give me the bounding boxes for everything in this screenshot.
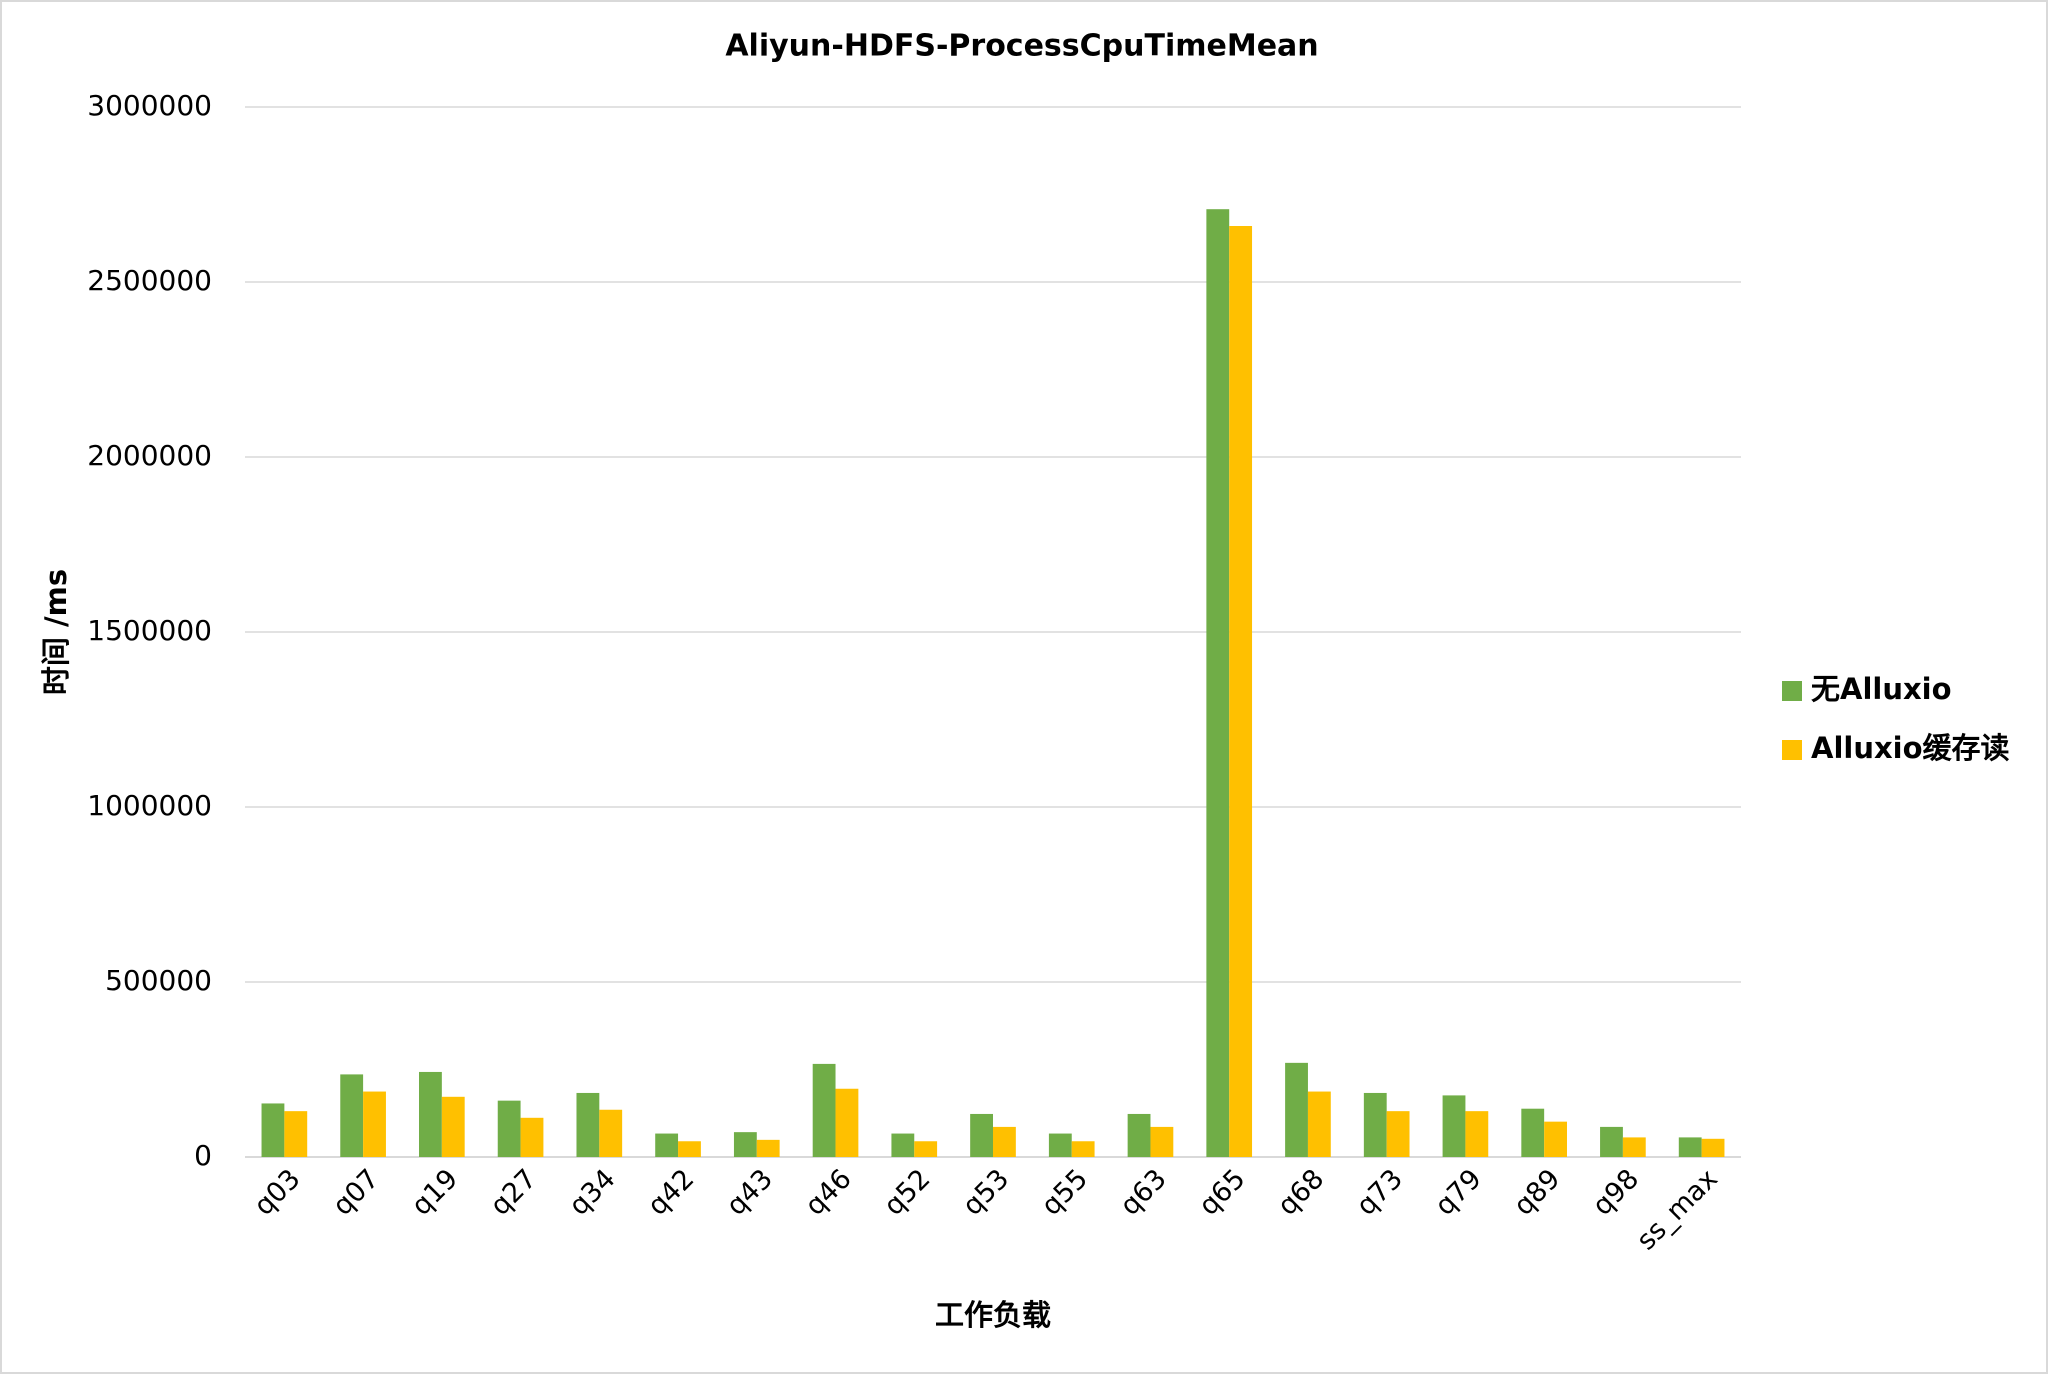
bar <box>340 1074 364 1157</box>
bar <box>655 1133 679 1157</box>
bar <box>284 1111 308 1157</box>
bar <box>993 1126 1016 1157</box>
bar <box>1544 1121 1567 1157</box>
bar <box>1048 1133 1072 1157</box>
legend-label: 无Alluxio <box>1811 672 1952 706</box>
bar <box>1229 226 1253 1157</box>
bar <box>1127 1113 1151 1157</box>
y-tick-label: 0 <box>194 1139 212 1172</box>
bar <box>733 1132 757 1157</box>
y-tick-label: 500000 <box>105 964 212 997</box>
bar <box>599 1109 623 1157</box>
bar <box>261 1103 285 1157</box>
chart-title: Aliyun-HDFS-ProcessCpuTimeMean <box>725 29 1318 64</box>
legend-label: Alluxio缓存读 <box>1811 731 2010 765</box>
bar <box>363 1091 386 1157</box>
bar <box>1285 1062 1308 1157</box>
bar <box>835 1088 859 1157</box>
y-tick-label: 2500000 <box>87 264 212 297</box>
bar <box>914 1141 938 1157</box>
legend-swatch <box>1782 681 1802 701</box>
bar <box>970 1113 993 1157</box>
bar <box>1307 1091 1331 1157</box>
bar <box>497 1100 521 1157</box>
bar <box>419 1071 442 1157</box>
y-tick-label: 3000000 <box>87 89 212 122</box>
y-tick-label: 2000000 <box>87 439 212 472</box>
x-axis-title: 工作负载 <box>935 1298 1051 1332</box>
bar <box>441 1096 465 1157</box>
y-tick-label: 1500000 <box>87 614 212 647</box>
bar <box>1465 1111 1489 1157</box>
legend-swatch <box>1782 740 1802 760</box>
bar <box>1521 1108 1545 1157</box>
bar <box>520 1117 544 1157</box>
bar <box>1442 1095 1466 1157</box>
y-axis-title: 时间 /ms <box>39 569 73 695</box>
bar <box>812 1063 836 1157</box>
bar <box>756 1139 780 1157</box>
bar <box>1622 1137 1646 1157</box>
bar <box>891 1133 915 1157</box>
bar <box>1701 1138 1725 1157</box>
y-tick-label: 1000000 <box>87 789 212 822</box>
bar <box>1071 1141 1095 1157</box>
bar <box>1363 1092 1387 1157</box>
bar <box>1600 1126 1623 1157</box>
bar <box>1678 1137 1702 1157</box>
bar <box>576 1092 600 1157</box>
bar <box>1150 1126 1174 1157</box>
bar <box>1206 209 1230 1157</box>
bar <box>678 1141 701 1157</box>
bar <box>1386 1111 1410 1157</box>
